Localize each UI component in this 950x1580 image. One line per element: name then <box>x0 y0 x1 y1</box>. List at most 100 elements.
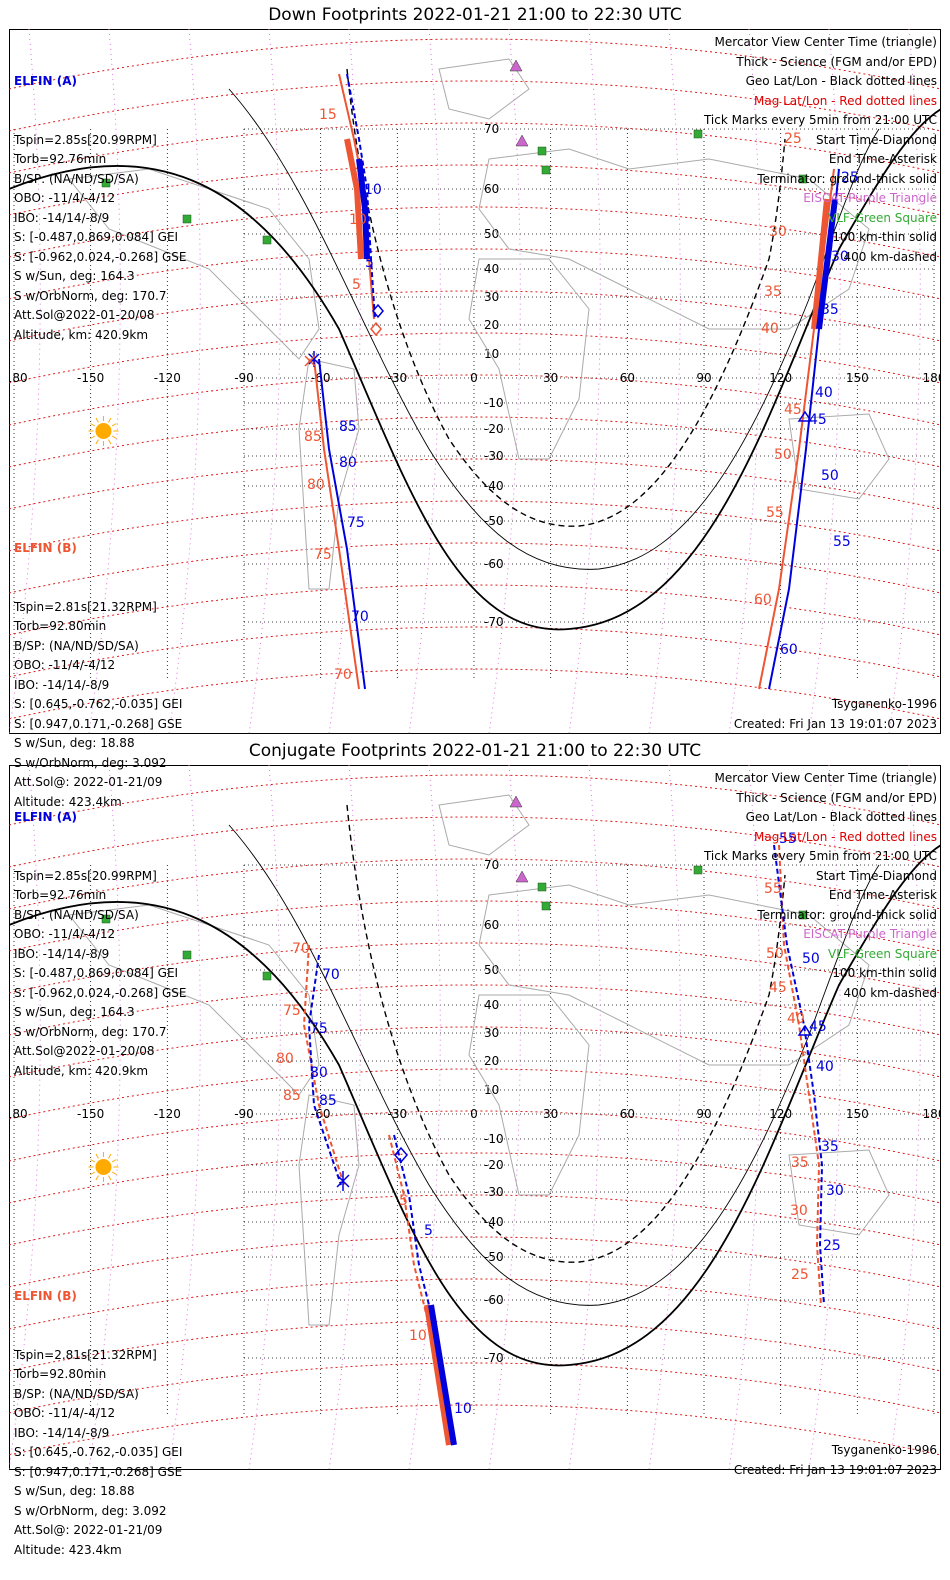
info-line: S w/OrbNorm, deg: 3.092 <box>14 755 167 770</box>
track-label-a: 25 <box>823 1238 841 1254</box>
info-line: Torb=92.76min <box>14 152 107 166</box>
mag-meridian <box>888 29 921 734</box>
info-line: Tspin=2.81s[21.32RPM] <box>14 599 157 614</box>
vlf-square <box>101 914 111 924</box>
info-line: Att.Sol@2022-01-20/08 <box>14 1044 155 1058</box>
map-conjugate[interactable]: -180-150-120-90-60-300306090120150180706… <box>9 765 941 1470</box>
lon-tick-label: 90 <box>696 371 711 385</box>
lat-tick-label: -40 <box>484 479 504 493</box>
info-line: B/SP: (NA/ND/SD/SA) <box>14 1386 139 1401</box>
mag-meridian <box>9 29 41 734</box>
vlf-square <box>798 910 808 920</box>
lon-tick-label: 0 <box>470 371 478 385</box>
mag-parallel <box>9 1194 941 1246</box>
track-label-a: 55 <box>833 534 851 550</box>
vlf-square <box>262 971 272 981</box>
info-line: Torb=92.76min <box>14 888 107 902</box>
vlf-square <box>693 865 703 875</box>
model-label: Tsyganenko-1996 <box>831 697 937 711</box>
continent-outline <box>438 58 530 120</box>
end-asterisk <box>336 1171 350 1191</box>
mag-meridian <box>88 29 121 734</box>
track-label-a: 25 <box>841 170 859 186</box>
continent-outline <box>468 994 590 1196</box>
track-label-b: 45 <box>784 402 802 418</box>
legend-item: Geo Lat/Lon - Black dotted lines <box>745 74 937 88</box>
track-b-mid-science <box>424 1304 452 1446</box>
lat-tick-label: 20 <box>484 318 499 332</box>
mag-parallel <box>9 248 941 300</box>
track-label-a: 70 <box>351 609 369 625</box>
lon-tick-label: -180 <box>9 371 28 385</box>
lat-tick-label: -30 <box>484 449 504 463</box>
track-label-a: 75 <box>347 515 365 531</box>
lat-tick-label: 50 <box>484 963 499 977</box>
sat-b-name: ELFIN (B) <box>14 541 77 555</box>
legend-item: Terminator: ground-thick solid <box>757 171 937 186</box>
mag-meridian <box>328 29 361 734</box>
sun-ray <box>90 1171 96 1175</box>
sat-a-name: ELFIN (A) <box>14 810 77 824</box>
track-label-b: 35 <box>791 1155 809 1171</box>
sun-ray <box>108 1153 112 1159</box>
track-b-east <box>778 844 822 1306</box>
lat-tick-label: -30 <box>484 1185 504 1199</box>
mag-meridian <box>248 29 281 734</box>
track-label-b: 40 <box>787 1011 805 1027</box>
mag-meridian <box>168 765 201 1470</box>
lon-tick-label: 30 <box>543 371 558 385</box>
track-label-a: 30 <box>826 1183 844 1199</box>
track-label-a: 50 <box>802 951 820 967</box>
footer-conjugate: Tsyganenko-1996 Created: Fri Jan 13 19:0… <box>734 1441 937 1480</box>
info-line: S: [0.645,-0.762,-0.035] GEI <box>14 697 183 711</box>
mag-meridian <box>808 29 841 734</box>
mag-meridian <box>408 765 441 1470</box>
lon-tick-label: 150 <box>846 1107 869 1121</box>
track-label-a: 10 <box>364 182 382 198</box>
lat-tick-label: 60 <box>484 182 499 196</box>
track-label-b: 10 <box>409 1328 427 1344</box>
lat-tick-label: 20 <box>484 1054 499 1068</box>
vlf-square <box>537 882 547 892</box>
sat-a-params: Tspin=2.85s[20.99RPM] Torb=92.76min B/SP: … <box>14 131 187 346</box>
track-label-b: 15 <box>319 107 337 123</box>
lon-tick-label: 180 <box>923 371 941 385</box>
lat-tick-label: 60 <box>484 918 499 932</box>
track-label-a: 70 <box>322 967 340 983</box>
end-asterisk <box>304 355 316 367</box>
track-label-a: 85 <box>319 1093 337 1109</box>
eiscat-triangle <box>509 795 523 808</box>
track-label-b: 5 <box>352 277 361 293</box>
sun-ray <box>90 435 96 439</box>
legend-item: Thick - Science (FGM and/or EPD) <box>736 54 937 69</box>
track-b-north-science <box>344 138 364 260</box>
track-label-a: 35 <box>821 1139 839 1155</box>
terminator-ground <box>9 108 941 631</box>
map-down[interactable]: -180-150-120-90-60-300306090120150180706… <box>9 29 941 734</box>
legend-item: Tick Marks every 5min from 21:00 UTC <box>703 849 937 863</box>
track-label-a: 35 <box>821 302 839 318</box>
track-a-mid-science <box>428 1304 457 1446</box>
mag-parallel <box>9 164 941 216</box>
lon-tick-label: -120 <box>154 371 181 385</box>
track-label-a: 85 <box>339 419 357 435</box>
legend-item: End Time-Asterisk <box>828 152 937 166</box>
lat-tick-label: -50 <box>484 1250 504 1264</box>
view-center-triangle <box>797 410 813 422</box>
track-label-b: 70 <box>292 941 310 957</box>
panel-title-conjugate: Conjugate Footprints 2022-01-21 21:00 to… <box>248 741 702 761</box>
start-diamond <box>372 303 384 319</box>
lat-tick-label: -60 <box>484 557 504 571</box>
track-a-north <box>346 73 376 320</box>
legend-item: Thick - Science (FGM and/or EPD) <box>736 790 937 805</box>
mag-parallel <box>9 1152 941 1204</box>
info-line: S w/Sun, deg: 164.3 <box>14 269 135 283</box>
info-line: B/SP: (NA/ND/SD/SA) <box>14 638 139 653</box>
vlf-square <box>541 901 551 911</box>
lat-tick-label: -20 <box>484 422 504 436</box>
mag-meridian <box>728 29 761 734</box>
legend-down: Mercator View Center Time (triangle) Thic… <box>704 33 937 267</box>
continent-outline <box>298 358 360 590</box>
lat-tick-label: -40 <box>484 1215 504 1229</box>
info-line: S: [-0.487,0.869,0.084] GEI <box>14 230 179 244</box>
